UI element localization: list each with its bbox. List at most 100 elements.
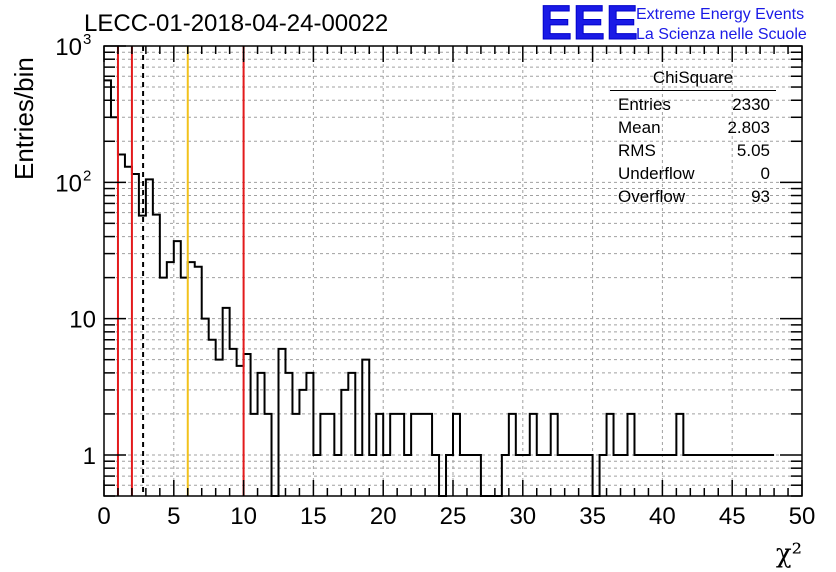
histogram-bin — [167, 262, 174, 496]
histogram-bin — [216, 360, 223, 496]
histogram-bin — [502, 455, 509, 496]
histogram-bin — [634, 455, 641, 496]
x-tick-label: 50 — [789, 503, 816, 530]
x-tick-label: 5 — [167, 503, 180, 530]
histogram-bin — [104, 80, 111, 496]
histogram-outline — [104, 79, 775, 497]
y-tick-label: 10 — [55, 170, 82, 197]
histogram-bin — [174, 241, 181, 496]
histogram-bin — [279, 349, 286, 496]
histogram-bin — [551, 414, 558, 496]
histogram-bin — [544, 455, 551, 496]
stats-row-rms: RMS 5.05 — [610, 139, 776, 162]
x-tick-label: 10 — [230, 503, 257, 530]
x-axis-label: χ² — [776, 539, 802, 569]
histogram-bin — [669, 455, 676, 496]
histogram-bin — [467, 455, 474, 496]
histogram-bin — [446, 455, 453, 496]
histogram-bin — [614, 455, 621, 496]
histogram-bin — [146, 179, 153, 496]
histogram-bin — [600, 455, 607, 496]
histogram — [104, 79, 775, 497]
y-tick-label: 10 — [55, 34, 82, 61]
histogram-bin — [662, 455, 669, 496]
chart-title: LECC-01-2018-04-24-00022 — [84, 10, 389, 37]
histogram-bin — [223, 308, 230, 496]
histogram-bin — [132, 174, 139, 496]
histogram-bin — [202, 319, 209, 496]
histogram-bin — [725, 455, 732, 496]
histogram-bin — [237, 366, 244, 496]
histogram-bin — [334, 455, 341, 496]
histogram-bin — [579, 455, 586, 496]
histogram-bin — [648, 455, 655, 496]
x-tick-label: 45 — [719, 503, 746, 530]
histogram-bin — [327, 414, 334, 496]
y-tick-label: 1 — [83, 443, 96, 470]
histogram-bin — [390, 414, 397, 496]
stats-label: Overflow — [618, 187, 686, 206]
histogram-bin — [383, 455, 390, 496]
histogram-bin — [523, 455, 530, 496]
histogram-bin — [621, 455, 628, 496]
histogram-bin — [676, 414, 683, 496]
x-tick-label: 20 — [370, 503, 397, 530]
histogram-bin — [537, 455, 544, 496]
x-tick-label: 35 — [579, 503, 606, 530]
histogram-bin — [607, 414, 614, 496]
histogram-bin — [376, 414, 383, 496]
histogram-bin — [404, 455, 411, 496]
x-tick-label: 40 — [649, 503, 676, 530]
histogram-bin — [251, 414, 258, 496]
histogram-bin — [739, 455, 746, 496]
stats-label: Mean — [618, 118, 661, 137]
histogram-bin — [313, 455, 320, 496]
histogram-bin — [683, 455, 690, 496]
histogram-bin — [111, 117, 118, 496]
stats-value: 0 — [760, 164, 770, 183]
histogram-bin — [418, 414, 425, 496]
axis-ticks — [103, 45, 803, 497]
stats-box: ChiSquare Entries 2330 Mean 2.803 RMS 5.… — [610, 68, 776, 208]
histogram-bin — [153, 215, 160, 496]
histogram-bin — [348, 373, 355, 496]
stats-label: RMS — [618, 141, 656, 160]
histogram-bin — [160, 278, 167, 496]
histogram-bin — [432, 455, 439, 496]
histogram-bin — [628, 414, 635, 496]
stats-row-mean: Mean 2.803 — [610, 116, 776, 139]
histogram-bin — [355, 455, 362, 496]
histogram-bin — [718, 455, 725, 496]
histogram-bin — [711, 455, 718, 496]
histogram-bin — [558, 455, 565, 496]
histogram-bin — [125, 167, 132, 496]
histogram-bin — [704, 455, 711, 496]
stats-title: ChiSquare — [610, 68, 776, 91]
histogram-bin — [530, 414, 537, 496]
histogram-bin — [230, 349, 237, 496]
histogram-bin — [397, 414, 404, 496]
histogram-bin — [746, 455, 753, 496]
histogram-bin — [572, 455, 579, 496]
reference-lines — [116, 46, 245, 496]
histogram-bin — [244, 354, 251, 496]
histogram-bin — [292, 414, 299, 496]
eee-logo: EEE — [539, 0, 640, 50]
histogram-bin — [265, 414, 272, 496]
stats-value: 93 — [751, 187, 770, 206]
histogram-bin — [341, 390, 348, 496]
x-tick-labels: 0 5 10 15 20 25 30 35 40 45 50 — [97, 503, 815, 530]
histogram-bin — [697, 455, 704, 496]
stats-row-overflow: Overflow 93 — [610, 185, 776, 208]
y-tick-label: 10 — [69, 307, 96, 334]
histogram-bin — [767, 455, 774, 496]
histogram-bin — [516, 455, 523, 496]
stats-label: Underflow — [618, 164, 695, 183]
histogram-bin — [306, 373, 313, 496]
x-tick-label: 25 — [440, 503, 467, 530]
histogram-bin — [195, 267, 202, 496]
x-tick-label: 15 — [300, 503, 327, 530]
histogram-bin — [209, 340, 216, 496]
